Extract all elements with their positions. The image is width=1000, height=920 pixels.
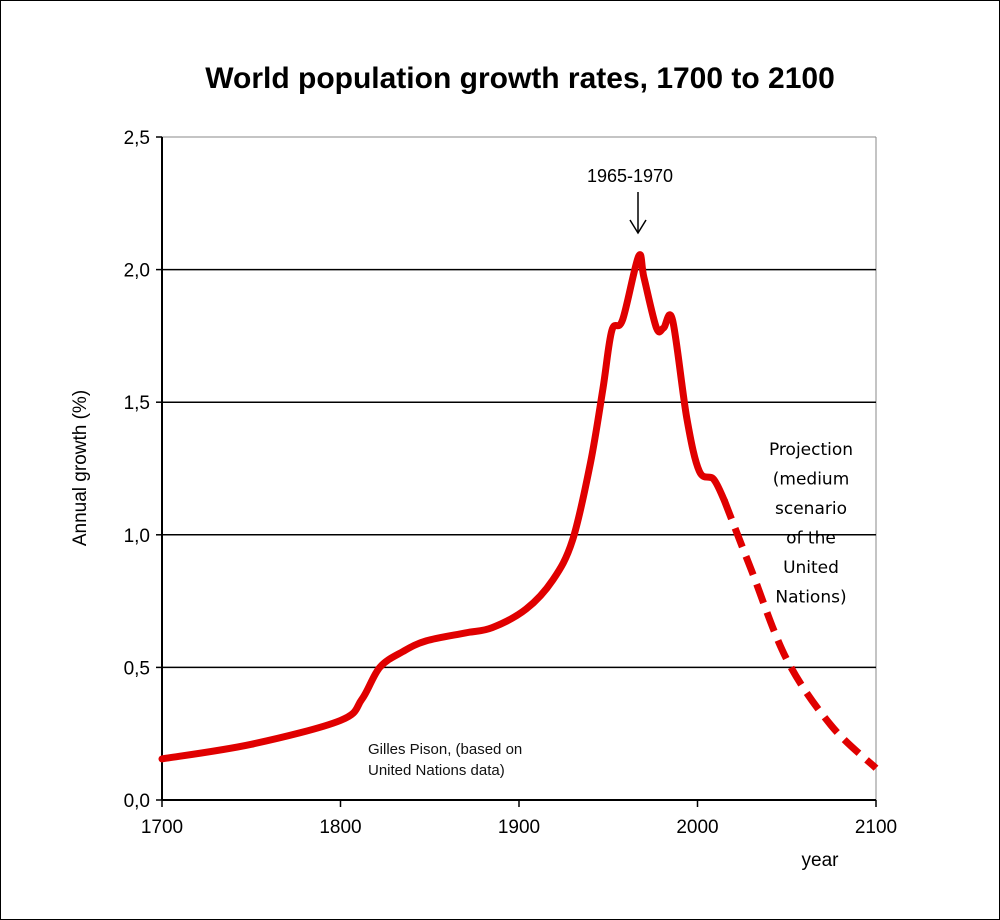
- y-tick-label: 1,0: [124, 526, 150, 547]
- peak-arrow-icon: [629, 192, 647, 235]
- projection-note-line: (medium: [773, 470, 850, 490]
- projection-note-line: of the: [786, 529, 836, 549]
- series-line-solid: [158, 251, 728, 763]
- y-axis-label: Annual growth (%): [70, 390, 91, 546]
- x-tick-label: 2100: [855, 817, 897, 838]
- y-tick-label: 0,5: [124, 658, 150, 679]
- x-tick-label: 2000: [676, 817, 718, 838]
- peak-annotation: 1965-1970: [587, 166, 673, 186]
- x-tick-label: 1900: [498, 817, 540, 838]
- y-tick-label: 0,0: [124, 791, 150, 812]
- projection-note-line: scenario: [775, 499, 847, 519]
- x-tick-label: 1800: [319, 817, 361, 838]
- series-line-dashed: [721, 499, 879, 771]
- x-tick-label: 1700: [141, 817, 183, 838]
- x-axis-label: year: [802, 850, 840, 871]
- chart-title: World population growth rates, 1700 to 2…: [205, 62, 835, 95]
- projection-note-line: United: [783, 558, 839, 578]
- projection-note-line: Projection: [769, 440, 853, 460]
- y-tick-label: 2,5: [124, 128, 150, 149]
- projection-note-line: Nations): [775, 588, 846, 608]
- y-tick-label: 1,5: [124, 393, 150, 414]
- y-tick-label: 2,0: [124, 261, 150, 282]
- source-note-line2: United Nations data): [368, 762, 505, 779]
- source-note-line1: Gilles Pison, (based on: [368, 741, 522, 758]
